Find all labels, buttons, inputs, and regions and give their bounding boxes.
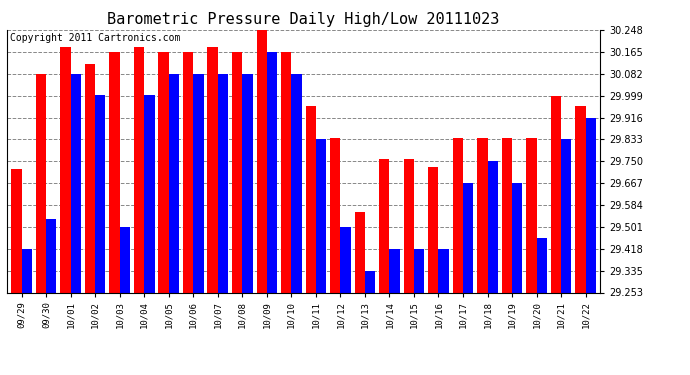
Title: Barometric Pressure Daily High/Low 20111023: Barometric Pressure Daily High/Low 20111… <box>108 12 500 27</box>
Bar <box>306 106 316 292</box>
Bar <box>281 52 291 292</box>
Bar <box>551 96 561 292</box>
Bar <box>11 169 21 292</box>
Bar <box>586 118 596 292</box>
Bar <box>526 138 537 292</box>
Bar <box>218 74 228 292</box>
Bar <box>70 74 81 292</box>
Bar <box>85 64 95 292</box>
Bar <box>463 183 473 292</box>
Bar <box>502 138 512 292</box>
Bar <box>169 74 179 292</box>
Bar <box>575 106 586 292</box>
Bar <box>183 52 193 292</box>
Bar <box>561 140 571 292</box>
Bar <box>110 52 119 292</box>
Text: Copyright 2011 Cartronics.com: Copyright 2011 Cartronics.com <box>10 33 180 43</box>
Bar <box>257 30 267 292</box>
Bar <box>95 95 106 292</box>
Bar <box>438 249 449 292</box>
Bar <box>389 249 400 292</box>
Bar <box>267 52 277 292</box>
Bar <box>340 227 351 292</box>
Bar <box>60 46 70 292</box>
Bar <box>159 52 169 292</box>
Bar <box>404 159 414 292</box>
Bar <box>453 138 463 292</box>
Bar <box>232 52 242 292</box>
Bar <box>537 238 547 292</box>
Bar <box>119 227 130 292</box>
Bar <box>428 166 438 292</box>
Bar <box>193 74 204 292</box>
Bar <box>21 249 32 292</box>
Bar <box>414 249 424 292</box>
Bar <box>330 138 340 292</box>
Bar <box>144 95 155 292</box>
Bar <box>208 46 218 292</box>
Bar <box>365 271 375 292</box>
Bar <box>242 74 253 292</box>
Bar <box>46 219 57 292</box>
Bar <box>316 140 326 292</box>
Bar <box>36 74 46 292</box>
Bar <box>291 74 302 292</box>
Bar <box>477 138 488 292</box>
Bar <box>488 161 497 292</box>
Bar <box>512 183 522 292</box>
Bar <box>355 211 365 292</box>
Bar <box>134 46 144 292</box>
Bar <box>379 159 389 292</box>
